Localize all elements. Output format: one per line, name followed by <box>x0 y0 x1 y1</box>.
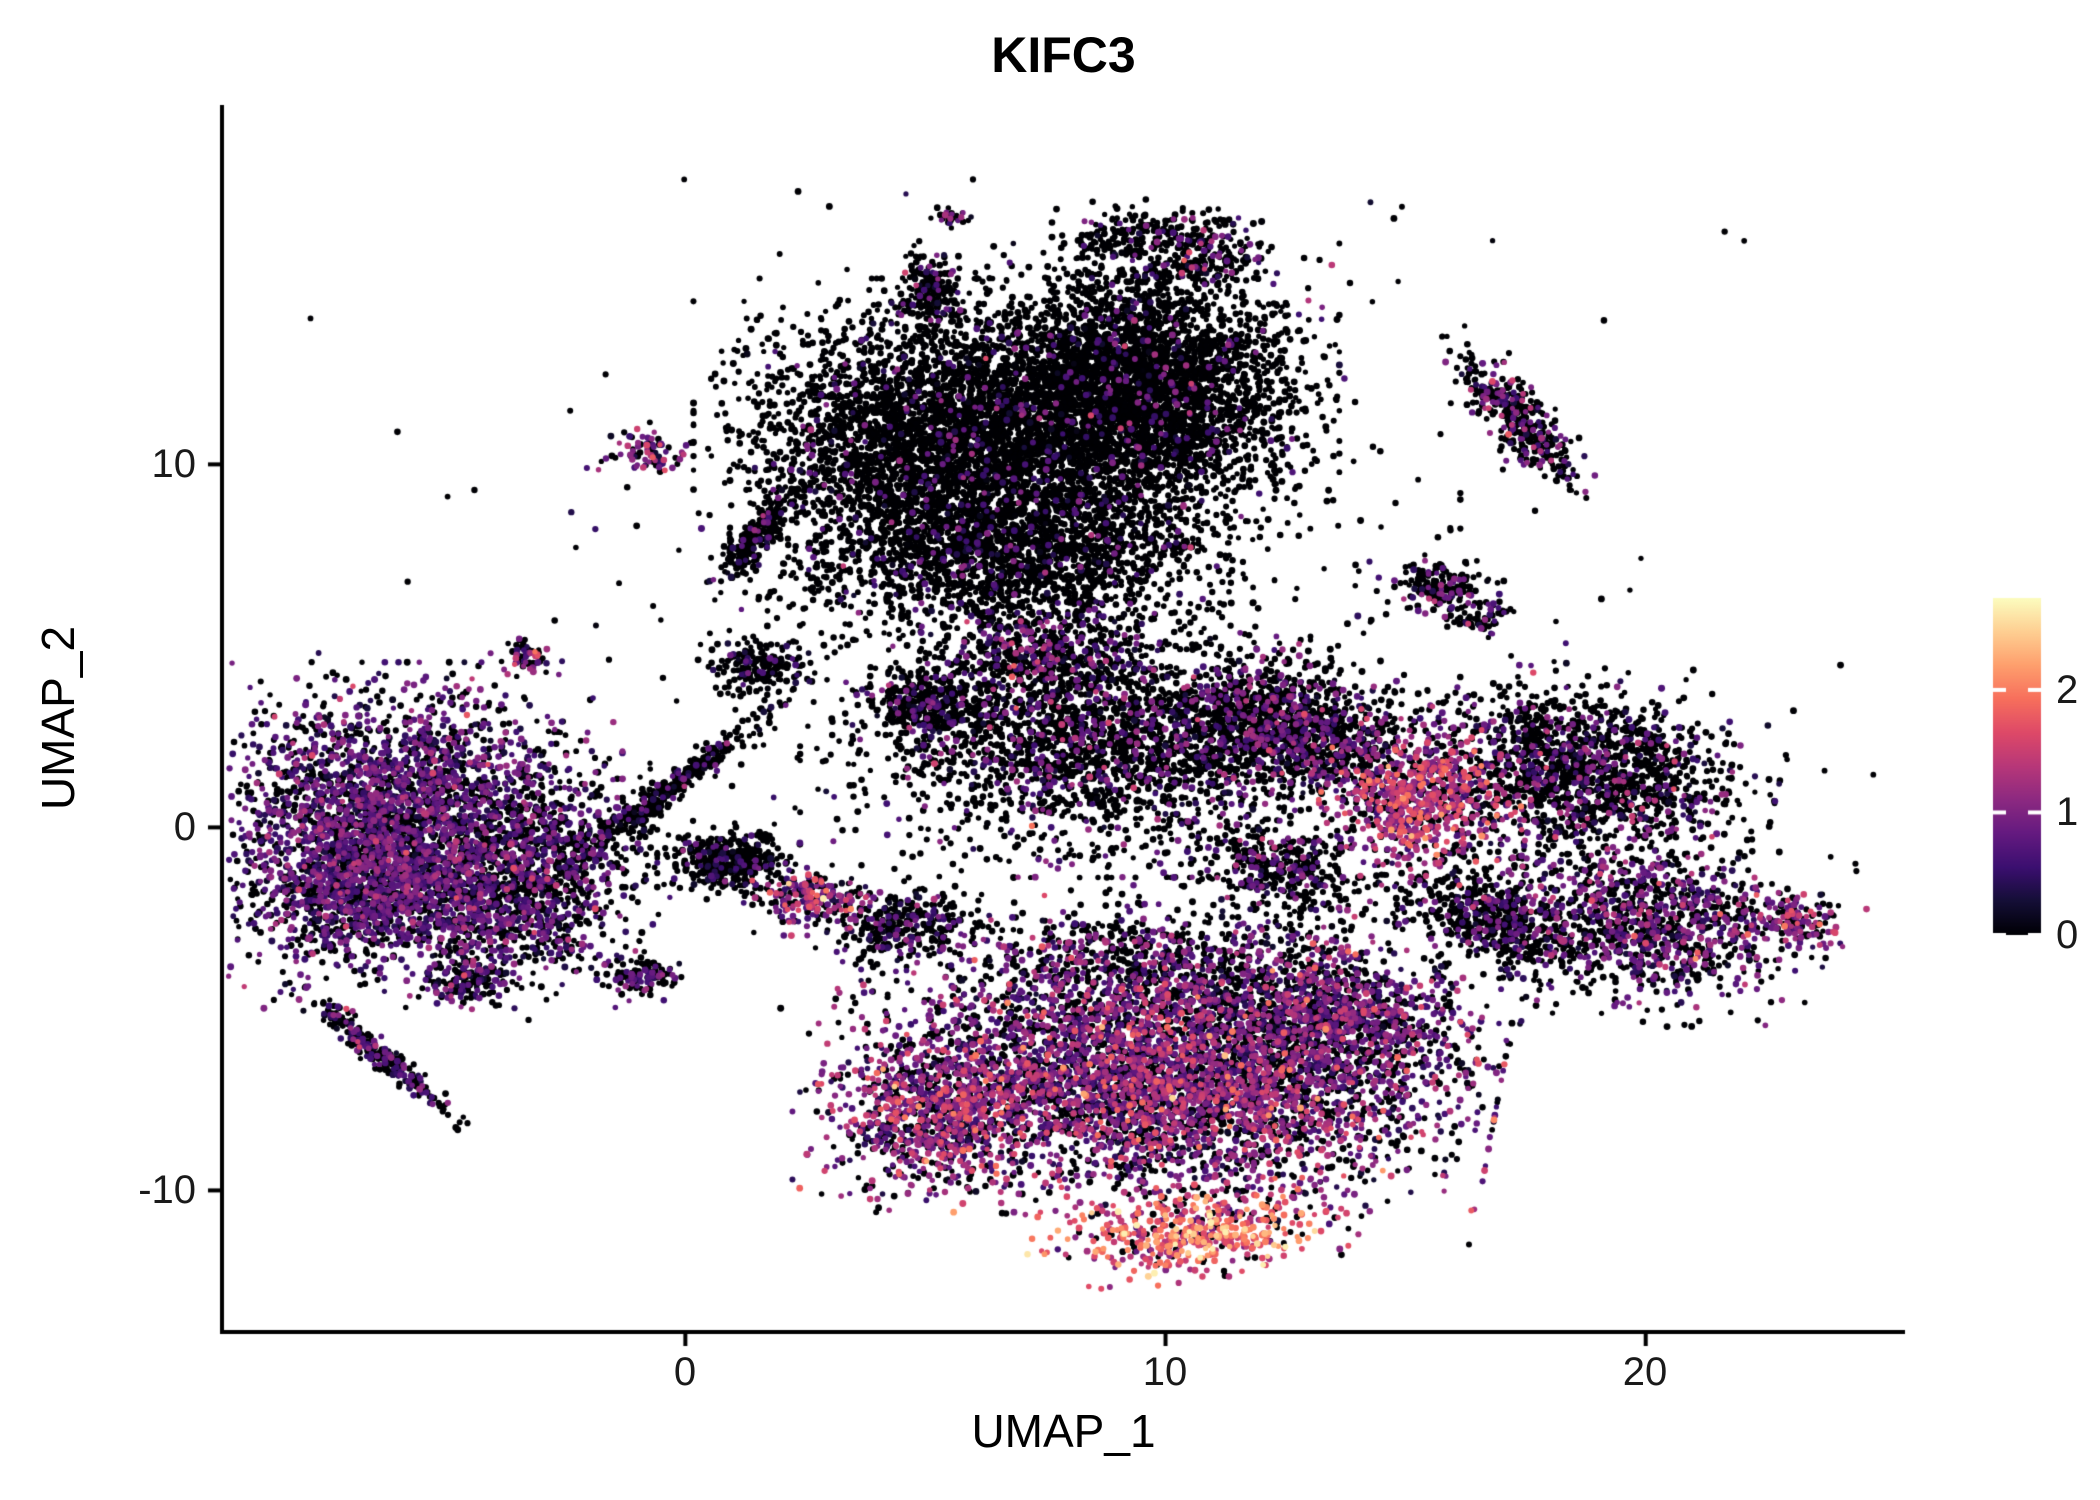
colorbar-tick-label-0: 0 <box>2056 913 2079 957</box>
x-tick-label-0: 0 <box>673 1350 697 1394</box>
colorbar-tick-label-2: 2 <box>2056 668 2079 712</box>
x-axis-label: UMAP_1 <box>971 1405 1156 1457</box>
y-tick-label-neg10: -10 <box>138 1168 196 1212</box>
y-tick-label-10: 10 <box>151 442 197 486</box>
y-axis-label: UMAP_2 <box>32 625 84 811</box>
x-tick-label-20: 20 <box>1622 1350 1668 1394</box>
y-tick-label-0: 0 <box>173 805 196 849</box>
plot-title: KIFC3 <box>991 27 1136 83</box>
x-tick-label-10: 10 <box>1142 1350 1188 1394</box>
colorbar-tick-label-1: 1 <box>2056 790 2079 834</box>
